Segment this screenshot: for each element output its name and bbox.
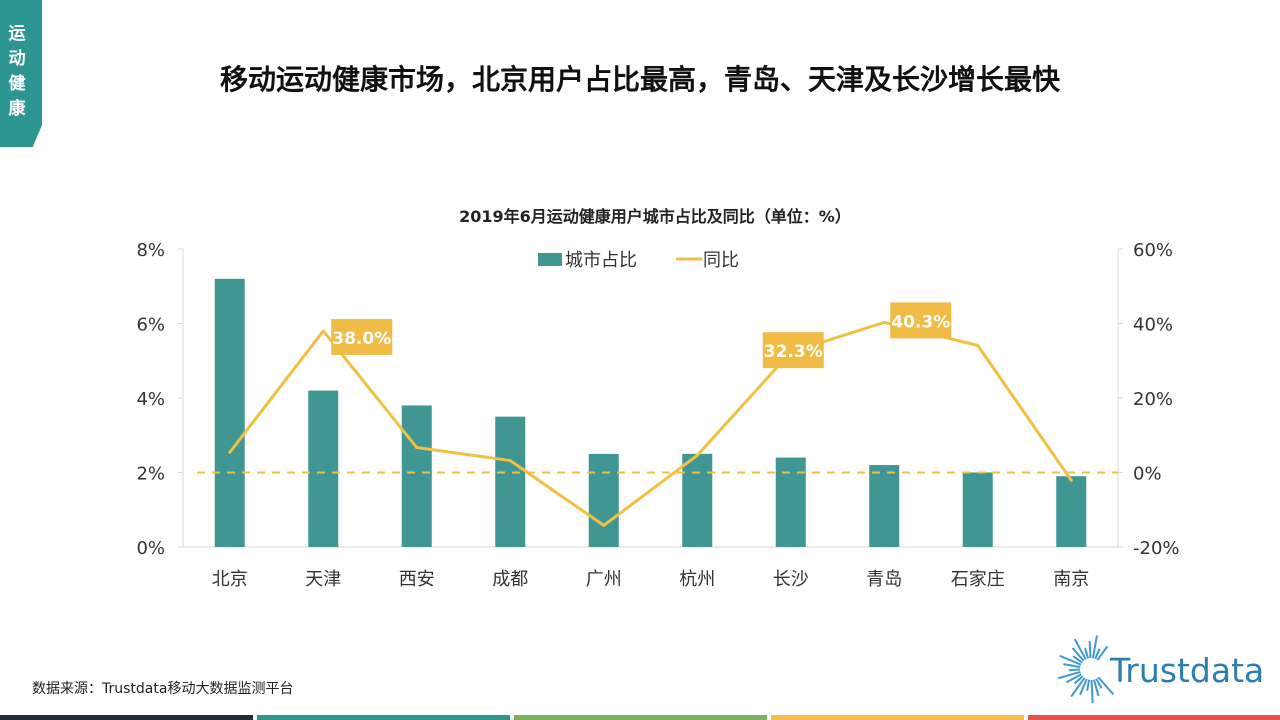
yoy-point-南京: [1069, 478, 1073, 482]
x-tick-label: 石家庄: [951, 569, 1005, 590]
logo-ray: [1091, 635, 1098, 659]
right-tick-label: -20%: [1133, 538, 1180, 559]
yoy-point-石家庄: [976, 343, 980, 347]
left-tick-label: 2%: [136, 464, 165, 485]
footer-stripe: [514, 715, 767, 720]
footer-stripe: [0, 715, 253, 720]
logo-ray: [1073, 638, 1087, 660]
footer-stripe: [771, 715, 1024, 720]
logo-ray: [1072, 655, 1083, 664]
logo-ray: [1073, 675, 1084, 685]
bar-广州: [588, 453, 619, 547]
right-tick-label: 0%: [1133, 464, 1162, 485]
logo-ray: [1071, 647, 1085, 662]
chart-title: 2019年6月运动健康用户城市占比及同比（单位：%）: [459, 207, 851, 226]
data-label: 32.3%: [764, 342, 823, 362]
logo-text: Trustdata: [1110, 651, 1265, 690]
legend-label-line: 同比: [703, 250, 739, 271]
x-tick-label: 长沙: [773, 569, 809, 590]
page-title: 移动运动健康市场，北京用户占比最高，青岛、天津及长沙增长最快: [219, 63, 1060, 96]
legend-swatch-bar: [538, 253, 562, 266]
data-label-box: [331, 318, 393, 355]
x-tick-label: 北京: [212, 569, 248, 590]
x-tick-label: 广州: [586, 569, 622, 590]
data-label-box: [762, 332, 824, 369]
logo-ray: [1079, 678, 1088, 696]
logo-ray: [1088, 640, 1092, 659]
bar-成都: [495, 416, 526, 547]
x-tick-label: 西安: [399, 569, 435, 590]
x-tick-label: 青岛: [866, 569, 902, 590]
footer-stripe: [257, 715, 510, 720]
footer-stripe: [1028, 715, 1280, 720]
logo-ray: [1097, 676, 1115, 696]
bar-青岛: [869, 465, 900, 547]
data-label-box: [890, 302, 952, 339]
logo-ray: [1065, 673, 1082, 684]
bar-石家庄: [962, 472, 993, 547]
bar-天津: [308, 390, 339, 547]
section-tag-label: 运动健康: [8, 24, 26, 119]
data-source: 数据来源：Trustdata移动大数据监测平台: [32, 681, 294, 697]
logo-ray: [1093, 679, 1100, 697]
logo-ray: [1084, 647, 1089, 659]
yoy-point-杭州: [695, 453, 699, 457]
data-label: 38.0%: [332, 329, 391, 349]
yoy-point-广州: [602, 523, 606, 527]
logo-ray: [1086, 679, 1091, 691]
yoy-point-成都: [508, 459, 512, 463]
trustdata-logo: [1058, 635, 1115, 703]
x-tick-label: 南京: [1053, 569, 1089, 590]
x-tick-label: 天津: [305, 569, 341, 590]
x-tick-label: 成都: [492, 569, 528, 590]
yoy-point-西安: [415, 446, 419, 450]
logo-ray: [1070, 677, 1086, 698]
bar-北京: [214, 278, 245, 547]
logo-ray: [1090, 679, 1094, 703]
logo-ray: [1095, 678, 1103, 689]
data-label: 40.3%: [891, 312, 950, 332]
section-tag: 运动健康: [0, 0, 42, 147]
left-tick-label: 8%: [136, 240, 165, 261]
right-tick-label: 40%: [1133, 315, 1173, 336]
yoy-point-北京: [228, 450, 232, 454]
yoy-point-天津: [321, 329, 325, 333]
logo-ray: [1096, 645, 1109, 661]
right-tick-label: 20%: [1133, 389, 1173, 410]
left-tick-label: 6%: [136, 315, 165, 336]
bar-长沙: [775, 457, 806, 547]
logo-ray: [1094, 648, 1101, 660]
bar-西安: [401, 405, 432, 547]
logo-ray: [1059, 654, 1082, 666]
bar-南京: [1056, 476, 1087, 547]
yoy-point-青岛: [882, 320, 886, 324]
logo-ray: [1058, 671, 1081, 680]
logo-ray: [1063, 663, 1081, 669]
bar-杭州: [682, 453, 713, 547]
right-tick-label: 60%: [1133, 240, 1173, 261]
logo-ray: [1068, 668, 1081, 672]
x-tick-label: 杭州: [679, 569, 715, 590]
left-tick-label: 0%: [136, 538, 165, 559]
left-tick-label: 4%: [136, 389, 165, 410]
legend-label-bar: 城市占比: [565, 250, 637, 271]
